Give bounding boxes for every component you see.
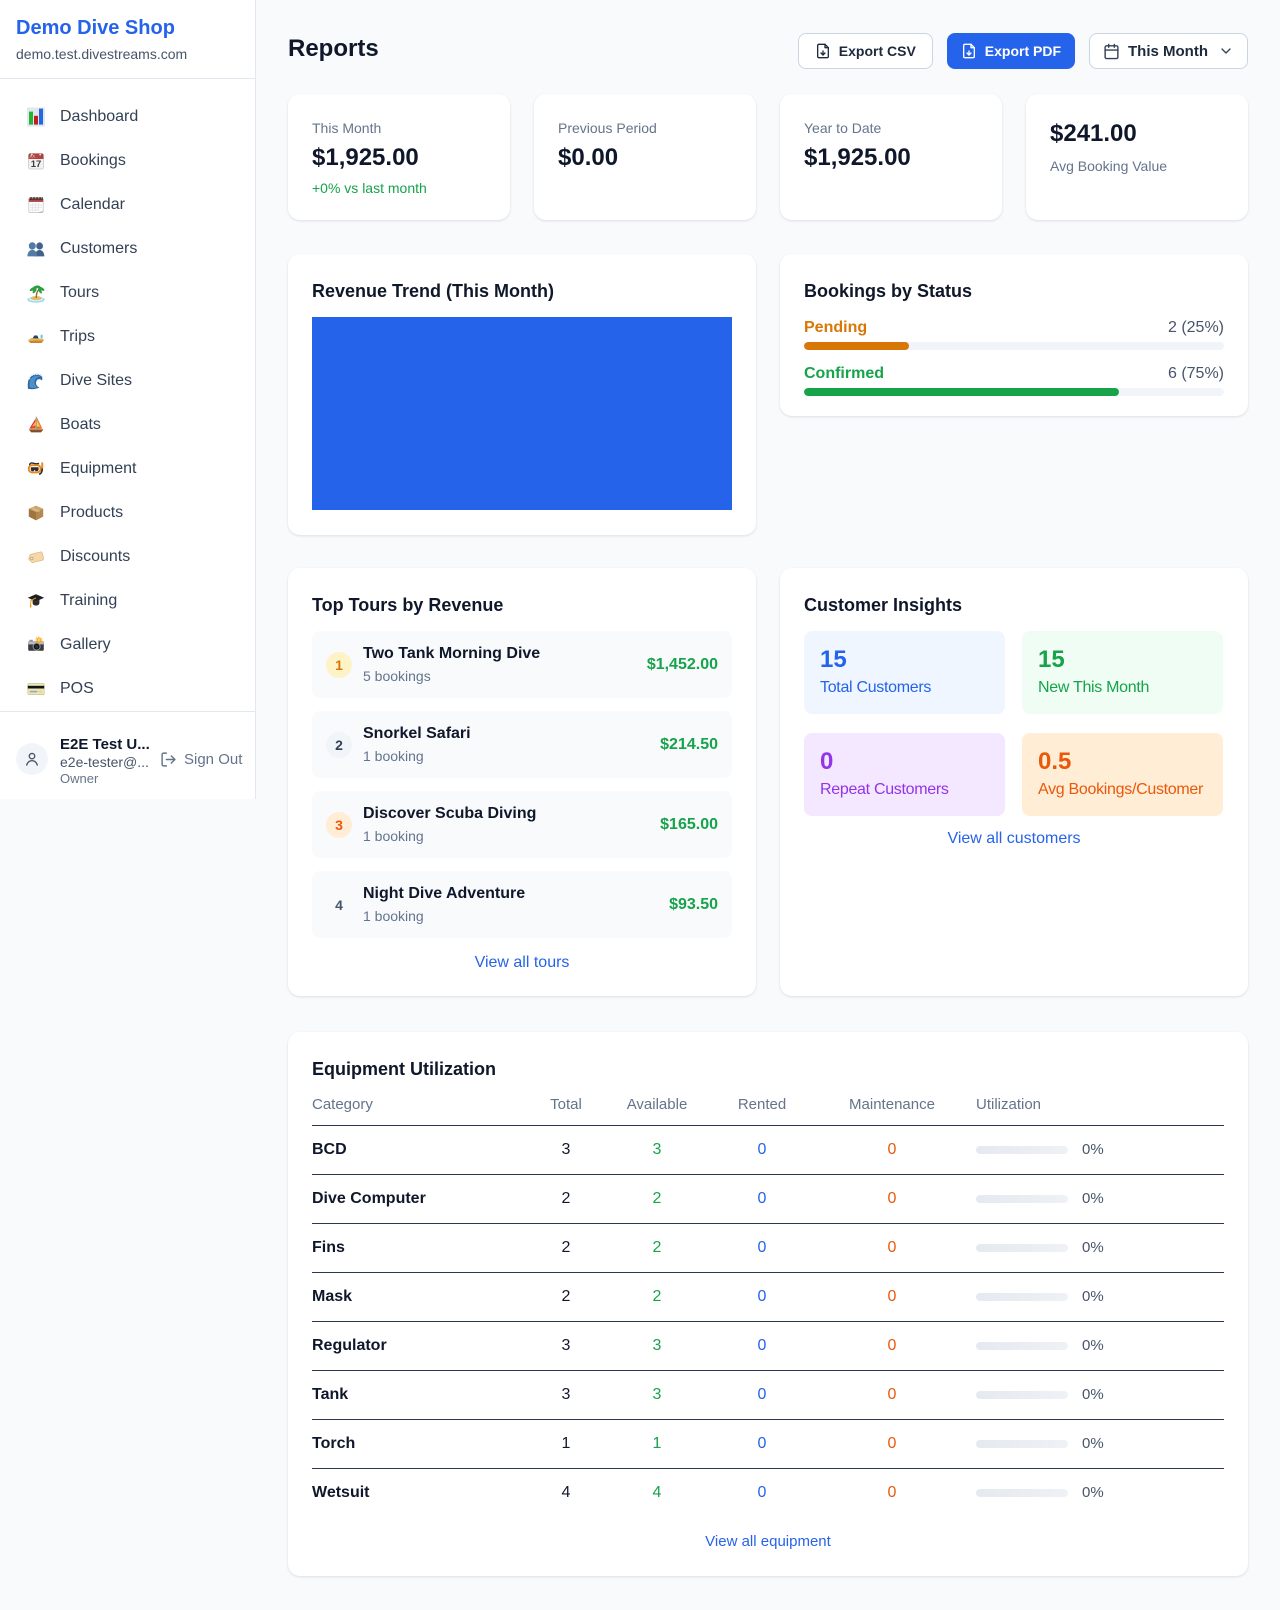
- svg-text:17: 17: [31, 159, 42, 170]
- svg-text:JUL: JUL: [29, 155, 35, 159]
